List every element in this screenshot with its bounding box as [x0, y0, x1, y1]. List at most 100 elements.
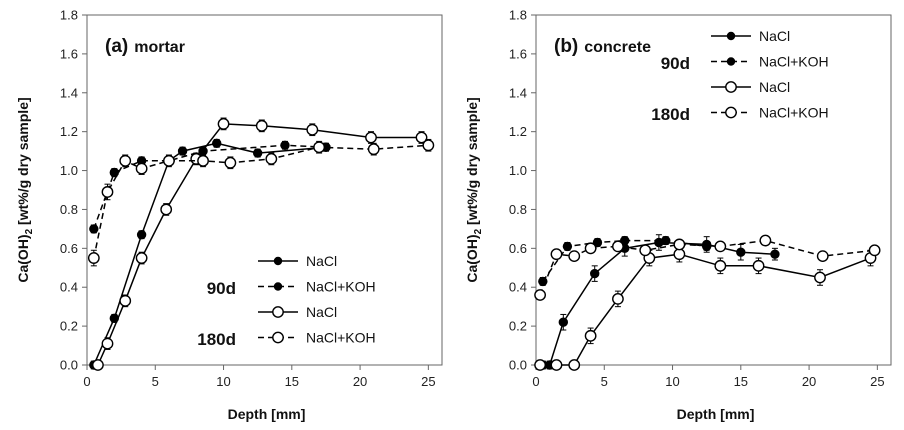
data-point	[135, 252, 148, 264]
series-180d-nacl	[534, 245, 877, 371]
x-tick-label: 20	[353, 374, 367, 389]
y-tick-label: 1.8	[509, 8, 527, 23]
legend-label: NaCl	[306, 253, 337, 269]
y-axis-label-main: Ca(OH)	[464, 234, 480, 282]
y-tick-label: 0.2	[509, 319, 527, 334]
panel-title: (a) mortar	[105, 36, 185, 57]
legend-group-90d: 90d	[661, 54, 690, 73]
x-tick-label: 5	[152, 374, 159, 389]
series-180d-naclkoh	[87, 138, 435, 267]
y-axis-label: Ca(OH)2 [wt%/g dry sample]	[15, 97, 35, 282]
legend-marker	[272, 306, 284, 318]
data-point	[661, 235, 671, 246]
data-point	[568, 359, 581, 371]
data-point	[868, 244, 881, 257]
y-tick-label: 1.2	[60, 124, 78, 139]
data-point	[252, 148, 263, 158]
data-point	[177, 146, 188, 156]
data-point	[590, 268, 600, 279]
data-point	[534, 359, 546, 371]
series-line	[540, 253, 871, 366]
data-point	[365, 131, 377, 144]
data-point	[736, 247, 746, 257]
x-tick-label: 25	[421, 374, 435, 389]
y-axis-label-rest: [wt%/g dry sample]	[15, 97, 31, 228]
y-tick-label: 0.6	[60, 241, 78, 256]
legend-marker	[272, 331, 284, 344]
y-tick-label: 0.4	[509, 280, 527, 295]
data-point	[109, 167, 120, 178]
series-90d-naclkoh	[538, 235, 712, 287]
legend: NaCl NaCl+KOH NaCl NaCl+KOH 90d 180d	[197, 253, 375, 349]
plot-frame	[86, 14, 443, 366]
data-point	[558, 317, 569, 327]
data-point	[367, 143, 380, 156]
data-point	[119, 294, 132, 307]
y-tick-label: 1.8	[60, 8, 78, 23]
legend-label: NaCl	[306, 304, 337, 320]
panel-title-text: mortar	[134, 39, 185, 56]
data-point	[135, 162, 148, 175]
data-point	[163, 154, 175, 167]
legend-marker	[726, 57, 736, 66]
data-point	[197, 154, 209, 167]
data-point	[584, 329, 597, 342]
legend-group-180d: 180d	[197, 330, 236, 349]
data-point	[101, 337, 114, 350]
x-tick-label: 15	[285, 374, 299, 389]
data-point	[212, 138, 222, 149]
plot-frame	[535, 14, 892, 366]
y-tick-label: 0.8	[60, 202, 78, 217]
data-point	[550, 248, 563, 261]
data-point	[770, 249, 780, 259]
x-tick-label: 20	[802, 374, 816, 389]
legend-label: NaCl+KOH	[306, 330, 376, 346]
legend-label: NaCl+KOH	[306, 279, 376, 295]
y-tick-label: 1.0	[60, 163, 78, 178]
data-point	[752, 259, 765, 272]
data-point	[89, 224, 99, 234]
data-point	[306, 123, 319, 136]
data-point	[562, 241, 573, 252]
series-line	[542, 239, 707, 282]
data-point	[313, 141, 326, 154]
legend-label: NaCl+KOH	[759, 105, 829, 121]
chart-panel-concrete: 0.0 0.2 0.4 0.6 0.8 1.0 1.2 1.4 1.6 1.8 0 5 10 15 20 25…	[464, 8, 892, 422]
legend-group-90d: 90d	[207, 279, 236, 298]
y-axis-label-subscript: 2	[24, 228, 35, 234]
legend-group-180d: 180d	[651, 105, 690, 124]
data-point	[612, 240, 624, 253]
data-point	[92, 359, 104, 371]
data-point	[119, 154, 132, 167]
data-point	[592, 237, 603, 248]
data-point	[620, 235, 630, 246]
data-point	[759, 234, 772, 247]
data-point	[701, 241, 712, 252]
panel-title-letter: (a)	[105, 36, 128, 57]
legend: NaCl NaCl+KOH NaCl NaCl+KOH 90d 180d	[651, 28, 828, 124]
series-180d-nacl	[92, 117, 428, 371]
data-point	[217, 117, 230, 130]
y-tick-label: 0.2	[60, 319, 78, 334]
y-tick-label: 1.4	[60, 85, 78, 100]
legend-label: NaCl+KOH	[759, 54, 829, 70]
legend-marker	[725, 106, 737, 119]
y-tick-label: 0.0	[509, 358, 527, 373]
data-point	[422, 139, 435, 152]
y-axis-label-subscript: 2	[473, 228, 484, 234]
x-tick-label: 10	[665, 374, 679, 389]
x-tick-label: 10	[216, 374, 230, 389]
x-tick-label: 25	[870, 374, 884, 389]
y-tick-label: 1.0	[509, 163, 527, 178]
data-point	[584, 242, 597, 255]
y-tick-label: 1.6	[509, 46, 527, 61]
data-point	[101, 186, 114, 198]
data-point	[639, 244, 652, 257]
chart-panel-mortar: 0.0 0.2 0.4 0.6 0.8 1.0 1.2 1.4 1.6 1.8 0 5 10 15 20 25…	[15, 8, 443, 422]
y-tick-label: 0.0	[60, 358, 78, 373]
data-point	[136, 230, 147, 240]
y-axis-label: Ca(OH)2 [wt%/g dry sample]	[464, 97, 484, 282]
data-point	[224, 156, 237, 169]
data-point	[415, 131, 428, 144]
data-point	[280, 140, 290, 150]
